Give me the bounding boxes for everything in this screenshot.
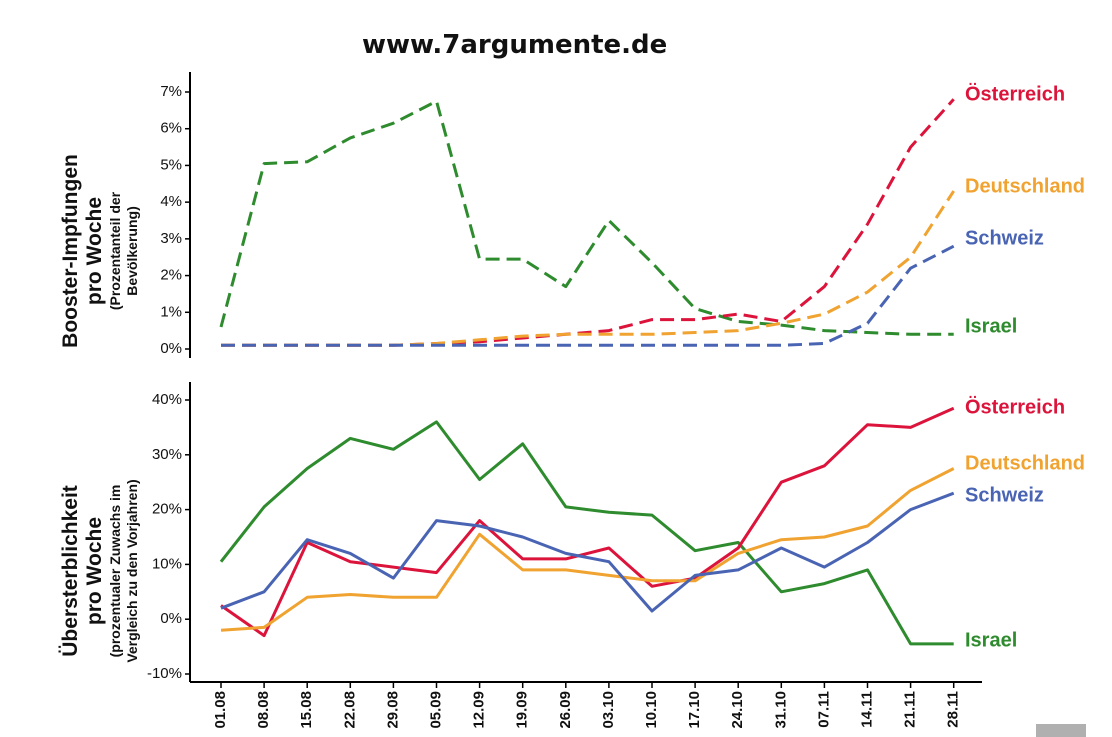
x-tick-label: 01.08: [212, 691, 229, 729]
mortality-series-label-deutschland: Deutschland: [965, 452, 1085, 474]
booster-y-tick-label: 7%: [160, 83, 182, 100]
x-tick-label: 19.09: [514, 691, 531, 729]
chart-title: www.7argumente.de: [362, 30, 668, 60]
x-tick-label: 28.11: [945, 691, 962, 728]
mortality-y-tick-label: 30%: [152, 446, 182, 463]
booster-y-tick-label: 6%: [160, 120, 182, 137]
x-tick-label: 08.08: [255, 691, 272, 729]
booster-y-tick-label: 5%: [160, 156, 182, 173]
x-tick-label: 14.11: [858, 691, 875, 728]
x-tick-label: 17.10: [686, 691, 703, 729]
x-tick-label: 07.11: [815, 691, 832, 728]
x-tick-label: 03.10: [600, 691, 617, 729]
mortality-y-tick-label: 20%: [152, 501, 182, 518]
booster-line-oesterreich: [221, 98, 955, 347]
x-tick-label: 05.09: [427, 691, 444, 729]
x-tick-label: 24.10: [729, 691, 746, 729]
booster-y-tick-label: 2%: [160, 267, 182, 284]
mortality-series-label-oesterreich: Österreich: [965, 395, 1065, 418]
booster-y-tick-label: 1%: [160, 303, 182, 320]
mortality-line-schweiz: [220, 491, 955, 613]
mortality-y-tick-label: 10%: [152, 555, 182, 572]
mortality-line-israel: [219, 420, 954, 646]
x-tick-label: 22.08: [341, 691, 358, 729]
booster-line-israel: [219, 99, 954, 336]
scrollbar-thumb[interactable]: [1036, 724, 1086, 737]
booster-line-schweiz: [221, 244, 955, 347]
booster-y-tick-label: 4%: [160, 193, 182, 210]
booster-series-label-schweiz: Schweiz: [965, 227, 1044, 249]
booster-y-tick-label: 0%: [160, 340, 182, 357]
mortality-line-deutschland: [220, 467, 955, 632]
mortality-line-oesterreich: [220, 406, 955, 638]
x-tick-label: 29.08: [384, 691, 401, 729]
x-tick-label: 31.10: [772, 691, 789, 729]
booster-series-label-oesterreich: Österreich: [965, 82, 1065, 105]
mortality-series-label-israel: Israel: [965, 629, 1017, 651]
mortality-y-tick-label: 40%: [152, 391, 182, 408]
booster-line-deutschland: [221, 190, 955, 347]
booster-y-tick-label: 3%: [160, 230, 182, 247]
x-tick-label: 12.09: [471, 691, 488, 729]
mortality-y-tick-label: -10%: [147, 665, 182, 682]
x-tick-label: 10.10: [643, 691, 660, 729]
booster-series-label-israel: Israel: [965, 315, 1017, 337]
x-tick-label: 21.11: [902, 691, 919, 728]
x-tick-label: 15.08: [298, 691, 315, 729]
mortality-y-tick-label: 0%: [160, 610, 182, 627]
x-tick-label: 26.09: [557, 691, 574, 729]
mortality-series-label-schweiz: Schweiz: [965, 484, 1044, 506]
booster-series-label-deutschland: Deutschland: [965, 175, 1085, 197]
